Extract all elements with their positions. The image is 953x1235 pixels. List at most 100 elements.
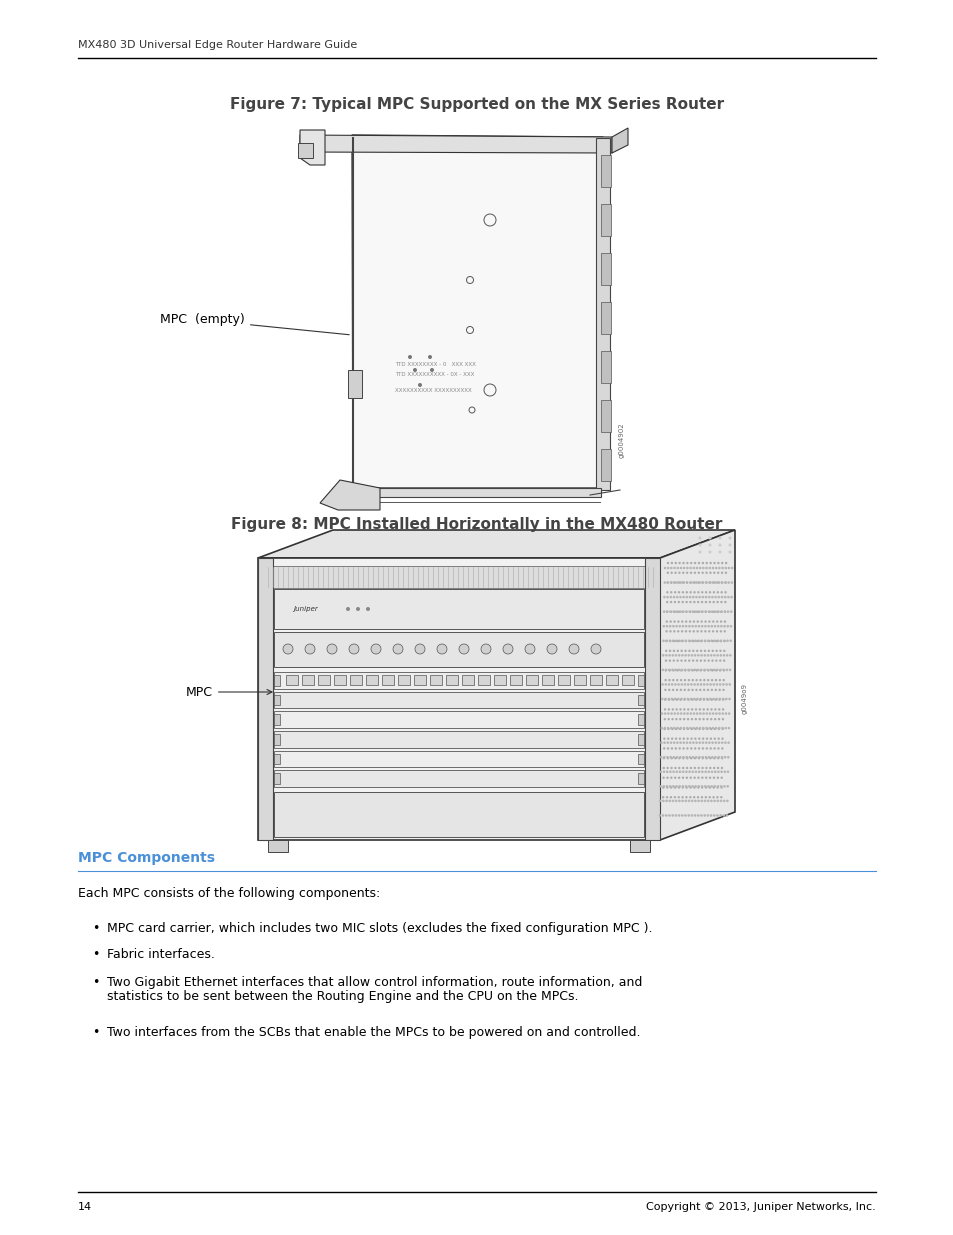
Circle shape [681, 747, 684, 750]
Circle shape [716, 668, 718, 671]
Circle shape [715, 683, 718, 685]
Circle shape [714, 727, 717, 730]
Circle shape [714, 567, 717, 569]
Polygon shape [274, 714, 280, 725]
Circle shape [700, 572, 703, 574]
Polygon shape [600, 400, 610, 432]
Circle shape [682, 699, 685, 700]
Circle shape [686, 698, 688, 700]
Circle shape [686, 668, 689, 671]
Circle shape [672, 659, 674, 662]
Polygon shape [659, 530, 734, 840]
Polygon shape [600, 253, 610, 285]
Circle shape [683, 683, 685, 685]
Circle shape [686, 737, 688, 740]
Circle shape [697, 592, 699, 594]
Polygon shape [274, 676, 280, 685]
Circle shape [699, 713, 701, 715]
Circle shape [712, 601, 714, 603]
Circle shape [707, 582, 710, 584]
Circle shape [726, 756, 729, 758]
Circle shape [689, 683, 692, 685]
Circle shape [685, 572, 688, 574]
Circle shape [717, 595, 720, 599]
Text: Figure 7: Typical MPC Supported on the MX Series Router: Figure 7: Typical MPC Supported on the M… [230, 98, 723, 112]
Circle shape [716, 797, 718, 799]
Polygon shape [348, 370, 361, 398]
Circle shape [725, 799, 728, 803]
Circle shape [684, 630, 686, 632]
Circle shape [683, 689, 685, 692]
Circle shape [480, 643, 491, 655]
Circle shape [684, 799, 686, 803]
Circle shape [714, 689, 717, 692]
Circle shape [701, 708, 704, 710]
Circle shape [708, 698, 711, 700]
Circle shape [676, 669, 678, 672]
Circle shape [728, 543, 731, 547]
Circle shape [676, 727, 679, 730]
Circle shape [717, 747, 719, 750]
Circle shape [689, 767, 691, 769]
Circle shape [703, 610, 706, 613]
Circle shape [703, 630, 706, 632]
Circle shape [711, 567, 714, 569]
Circle shape [702, 814, 705, 816]
Circle shape [684, 640, 686, 642]
Circle shape [671, 640, 674, 642]
Circle shape [672, 669, 674, 672]
Circle shape [697, 655, 699, 657]
Circle shape [704, 756, 706, 758]
Circle shape [687, 771, 690, 773]
Circle shape [681, 592, 683, 594]
Circle shape [718, 699, 720, 700]
Polygon shape [263, 566, 655, 588]
Circle shape [672, 756, 675, 758]
Circle shape [700, 601, 702, 603]
Polygon shape [274, 672, 643, 689]
Text: •: • [91, 948, 99, 961]
Circle shape [700, 797, 702, 799]
Circle shape [678, 771, 680, 773]
Circle shape [711, 659, 713, 662]
Circle shape [722, 669, 724, 672]
Circle shape [711, 582, 713, 584]
Circle shape [713, 799, 715, 803]
Circle shape [699, 679, 701, 682]
Circle shape [704, 582, 707, 584]
Circle shape [711, 640, 714, 642]
Circle shape [680, 610, 683, 613]
Circle shape [678, 747, 680, 750]
Text: Two interfaces from the SCBs that enable the MPCs to be powered on and controlle: Two interfaces from the SCBs that enable… [107, 1026, 639, 1039]
Circle shape [693, 787, 695, 789]
Circle shape [662, 610, 664, 613]
Circle shape [665, 777, 668, 779]
Circle shape [661, 777, 664, 779]
Circle shape [663, 708, 665, 710]
Circle shape [670, 683, 673, 685]
Circle shape [666, 767, 668, 769]
Text: Juniper: Juniper [293, 606, 317, 613]
Circle shape [708, 727, 710, 730]
Circle shape [687, 799, 690, 803]
Circle shape [689, 572, 692, 574]
Circle shape [687, 679, 689, 682]
Circle shape [685, 777, 687, 779]
Circle shape [720, 797, 721, 799]
Circle shape [698, 747, 700, 750]
Circle shape [712, 592, 715, 594]
Circle shape [715, 659, 717, 662]
Circle shape [673, 727, 675, 730]
Polygon shape [638, 753, 643, 764]
Circle shape [696, 668, 699, 671]
Circle shape [664, 640, 667, 642]
Bar [446, 674, 457, 684]
Circle shape [712, 767, 715, 769]
Circle shape [702, 679, 705, 682]
Circle shape [667, 679, 670, 682]
Circle shape [703, 771, 706, 773]
Bar [477, 674, 490, 684]
Circle shape [713, 610, 716, 613]
Bar [525, 674, 537, 684]
Circle shape [687, 640, 690, 642]
